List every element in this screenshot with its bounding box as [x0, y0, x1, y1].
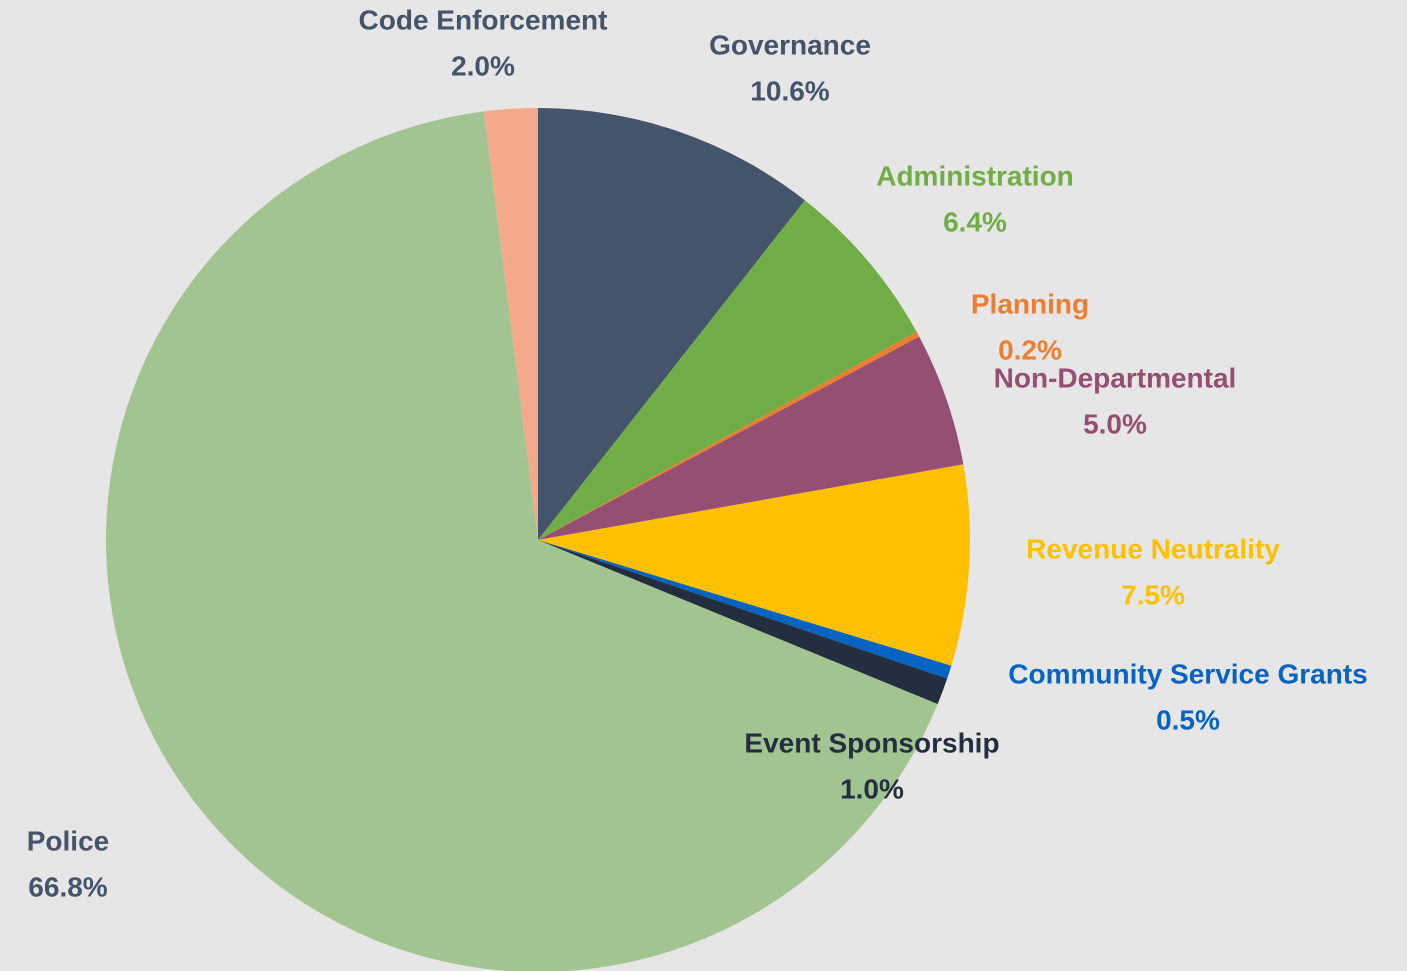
slice-value-label: 6.4%: [943, 206, 1007, 237]
slice-label: Event Sponsorship: [744, 727, 999, 758]
slice-value-label: 1.0%: [840, 773, 904, 804]
slice-label: Police: [27, 825, 109, 856]
slice-label: Planning: [971, 288, 1089, 319]
slice-value-label: 5.0%: [1083, 408, 1147, 439]
pie-slice: [538, 200, 917, 540]
slice-value-label: 66.8%: [28, 871, 107, 902]
slice-label: Non-Departmental: [994, 362, 1237, 393]
slice-value-label: 2.0%: [451, 50, 515, 81]
slice-label: Administration: [876, 160, 1074, 191]
pie-slice: [538, 336, 964, 540]
pie-slice: [538, 464, 971, 666]
slice-value-label: 0.2%: [998, 334, 1062, 365]
pie-slice: [483, 108, 538, 540]
slice-label: Governance: [709, 29, 871, 60]
pie-slice: [538, 540, 952, 679]
slice-value-label: 0.5%: [1156, 704, 1220, 735]
slice-value-label: 7.5%: [1121, 579, 1185, 610]
slice-label: Community Service Grants: [1008, 658, 1367, 689]
pie-slice: [538, 108, 805, 540]
slice-value-label: 10.6%: [750, 75, 829, 106]
slice-label: Revenue Neutrality: [1026, 533, 1280, 564]
pie-slice: [106, 111, 938, 971]
slice-label: Code Enforcement: [359, 4, 608, 35]
pie-slice: [538, 540, 948, 705]
pie-slice: [538, 331, 920, 540]
